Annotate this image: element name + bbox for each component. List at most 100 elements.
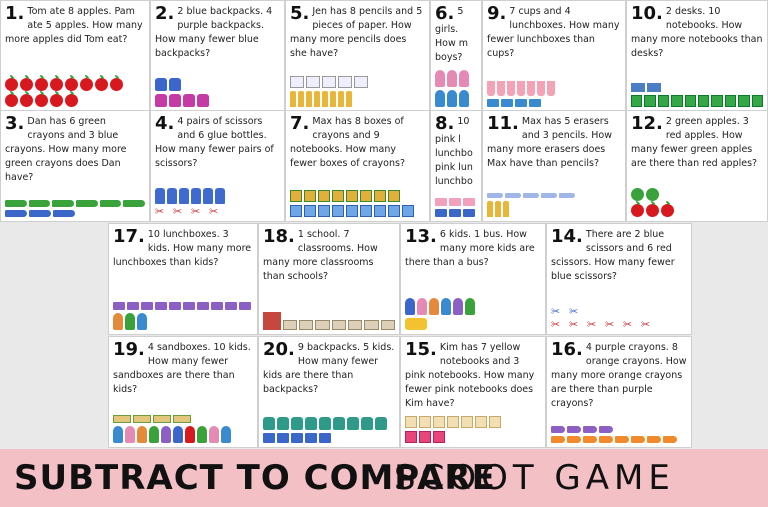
- classroom-icon: [282, 320, 297, 330]
- pencil-icon: [330, 91, 336, 107]
- task-card-1: 1. Tom ate 8 apples. Pam ate 5 apples. H…: [0, 0, 150, 112]
- crayon-pictures: [5, 200, 146, 217]
- crayon-pictures: [551, 426, 687, 443]
- kid-icon: [197, 426, 207, 443]
- kid-icon: [173, 426, 183, 443]
- backpack-icon: [169, 78, 181, 91]
- green-apple-icon: [646, 188, 659, 201]
- crayon-icon: [599, 426, 613, 433]
- kid-icon: [137, 426, 147, 443]
- cup-lunchbox-pictures: [487, 81, 621, 107]
- cup-icon: [487, 81, 495, 96]
- card-question: 2 desks. 10 notebooks. How many more not…: [631, 6, 763, 59]
- lunchbox-icon: [501, 99, 513, 107]
- backpack-icon: [155, 94, 167, 107]
- kid-icon: [221, 426, 231, 443]
- crayon-icon: [5, 200, 27, 207]
- crayon-icon: [28, 200, 51, 207]
- task-card-6: 6. 5 girls. How m boys?: [430, 0, 482, 112]
- backpack-icon: [305, 417, 317, 430]
- notebook-icon: [304, 205, 316, 217]
- paper-icon: [322, 76, 336, 88]
- kid-icon: [113, 426, 123, 443]
- notebook-icon: [751, 95, 764, 107]
- kid-icon: [161, 426, 171, 443]
- title-subtract-to-compare: SUBTRACT TO COMPARE: [14, 458, 496, 498]
- kid-icon: [149, 426, 159, 443]
- notebook-icon: [671, 95, 683, 107]
- card-number: 19.: [113, 339, 145, 360]
- backpack-icon: [361, 417, 373, 430]
- card-question: Jen has 8 pencils and 5 pieces of paper.…: [290, 6, 423, 59]
- card-number: 5.: [290, 3, 310, 24]
- scissors-icon: ✂: [569, 318, 579, 331]
- task-card-18: 18. 1 school. 7 classrooms. How many mor…: [258, 223, 400, 335]
- scissors-icon: ✂: [155, 205, 165, 218]
- notebook-icon: [711, 95, 723, 107]
- crayon-icon: [29, 210, 51, 217]
- card-question: Kim has 7 yellow notebooks and 3 pink no…: [405, 342, 535, 409]
- desk-icon: [631, 83, 645, 92]
- lunchbox-icon: [515, 99, 527, 107]
- card-question: There are 2 blue scissors and 6 red scis…: [551, 229, 675, 282]
- task-card-row-3: 17. 10 lunchboxes. 3 kids. How many more…: [108, 223, 692, 335]
- notebook-icon: [405, 431, 417, 443]
- notebook-icon: [402, 205, 414, 217]
- glue-bottle-icon: [203, 188, 213, 204]
- crayon-icon: [551, 436, 565, 443]
- task-card-10: 10. 2 desks. 10 notebooks. How many more…: [626, 0, 768, 112]
- eraser-icon: [505, 193, 521, 198]
- task-card-20: 20. 9 backpacks. 5 kids. How many fewer …: [258, 336, 400, 448]
- lunchbox-icon: [463, 198, 475, 206]
- crayon-box-icon: [332, 190, 344, 202]
- task-card-5: 5. Jen has 8 pencils and 5 pieces of pap…: [285, 0, 430, 112]
- backpack-icon: [375, 417, 387, 430]
- notebook-icon: [724, 95, 737, 107]
- lunchbox-icon: [225, 302, 237, 310]
- task-card-9: 9. 7 cups and 4 lunchboxes. How many few…: [482, 0, 626, 112]
- backpack-icon: [291, 417, 303, 430]
- backpack-icon: [169, 94, 181, 107]
- task-card-3: 3. Dan has 6 green crayons and 3 blue cr…: [0, 110, 150, 222]
- card-number: 3.: [5, 113, 25, 134]
- sandbox-icon: [153, 415, 171, 423]
- card-number: 1.: [5, 3, 25, 24]
- card-number: 18.: [263, 226, 295, 247]
- card-number: 9.: [487, 3, 507, 24]
- lunchbox-icon: [435, 198, 447, 206]
- notebook-icon: [360, 205, 372, 217]
- card-question: 1 school. 7 classrooms. How many more cl…: [263, 229, 378, 282]
- lunchbox-icon: [529, 99, 541, 107]
- notebook-icon: [419, 431, 431, 443]
- pencil-icon: [306, 91, 312, 107]
- scissors-icon: ✂: [191, 205, 201, 218]
- kid-icon: [465, 298, 475, 315]
- kid-icon: [185, 426, 195, 443]
- paper-icon: [338, 76, 352, 88]
- glue-bottle-icon: [215, 188, 225, 204]
- sandbox-kid-pictures: [113, 415, 253, 443]
- school-classroom-pictures: [263, 312, 396, 330]
- kid-icon: [125, 426, 135, 443]
- pencil-icon: [503, 201, 509, 217]
- task-card-11: 11. Max has 5 erasers and 3 pencils. How…: [482, 110, 626, 222]
- notebook-icon: [475, 416, 487, 428]
- crayon-icon: [583, 426, 597, 433]
- card-question: 10 pink l lunchbo pink lun lunchbo: [435, 116, 473, 187]
- card-question: 4 pairs of scissors and 6 glue bottles. …: [155, 116, 274, 169]
- card-number: 14.: [551, 226, 583, 247]
- lunchbox-icon: [435, 209, 447, 217]
- notebook-icon: [318, 205, 330, 217]
- apple-icon: [95, 75, 108, 91]
- pencil-icon: [314, 91, 320, 107]
- crayon-icon: [52, 200, 75, 207]
- kid-icon: [113, 313, 123, 330]
- glue-bottle-icon: [191, 188, 201, 204]
- card-number: 12.: [631, 113, 663, 134]
- lunchbox-icon: [141, 302, 153, 310]
- girl-icon: [435, 70, 445, 87]
- kid-icon: [209, 426, 219, 443]
- glue-bottle-icon: [167, 188, 177, 204]
- backpack-icon: [155, 78, 167, 91]
